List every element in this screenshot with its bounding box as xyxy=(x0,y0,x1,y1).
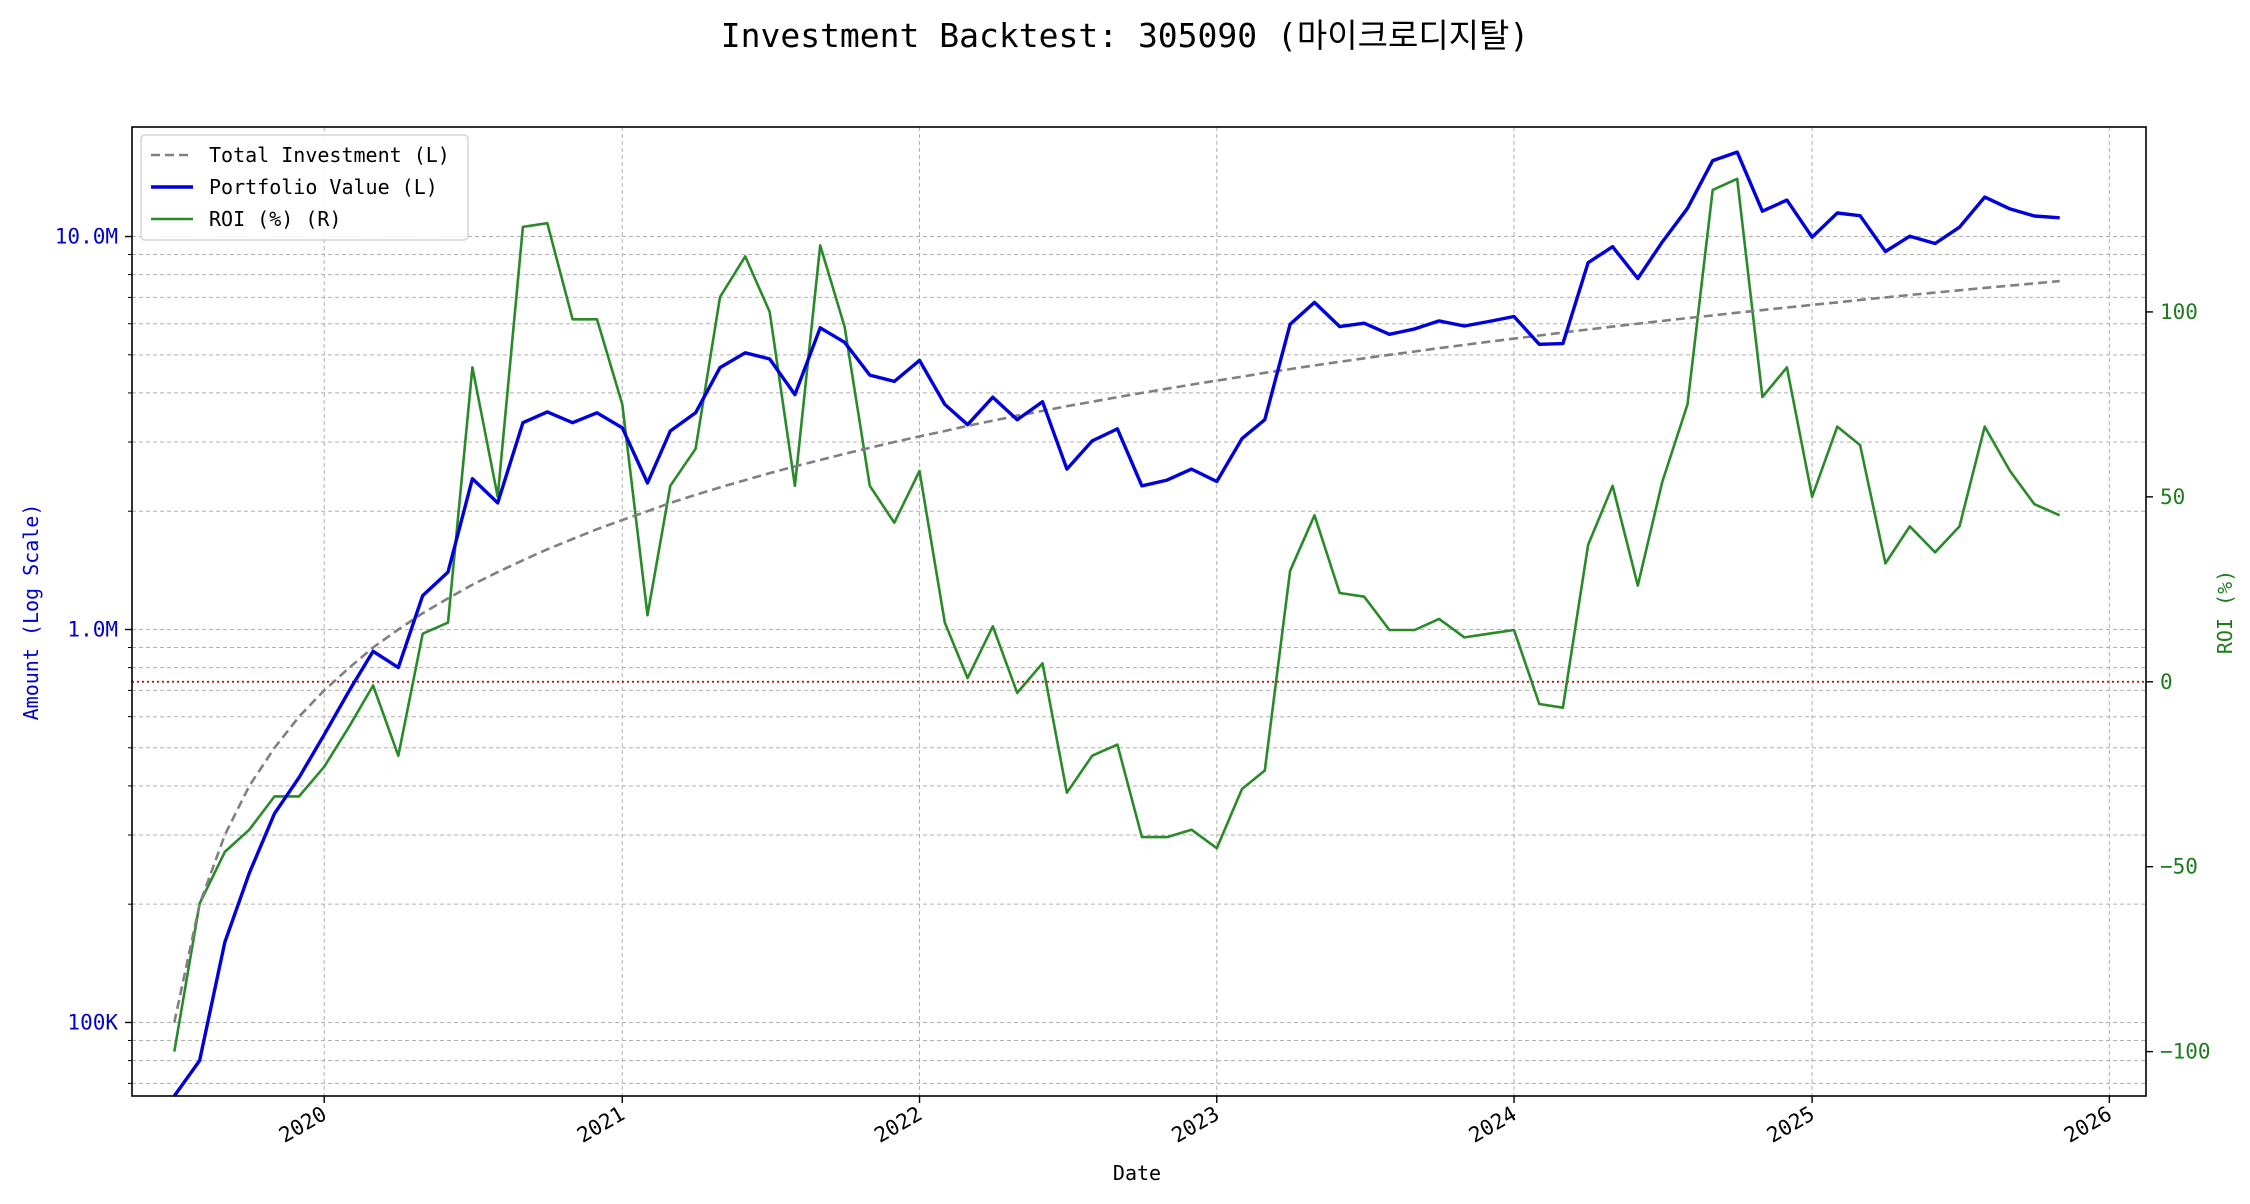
axes: 2020 2021 2022 2023 2024 2025 2026 100K 1.0M 10.0… xyxy=(55,225,2211,1148)
left-y-tick-label: 1.0M xyxy=(67,618,118,642)
roi-line xyxy=(173,177,2061,1052)
right-axis-label: ROI (%) xyxy=(2213,570,2237,654)
total-investment-line xyxy=(173,279,2060,1023)
legend-label-portfolio-value-line: Portfolio Value (L) xyxy=(209,175,438,199)
x-tick-label: 2025 xyxy=(1763,1102,1819,1148)
left-y-tick-label: 100K xyxy=(67,1010,118,1034)
left-y-tick-label: 10.0M xyxy=(55,225,118,249)
x-tick-label: 2024 xyxy=(1465,1102,1521,1148)
legend-label-total-investment-line: Total Investment (L) xyxy=(209,143,450,167)
x-tick-label: 2020 xyxy=(275,1102,331,1148)
legend: Total Investment (L) Portfolio Value (L) R… xyxy=(140,134,469,241)
right-y-tick-label: −50 xyxy=(2160,855,2198,879)
chart-title: Investment Backtest: 305090 (마이크로디지탈) xyxy=(721,16,1530,55)
x-tick-label: 2023 xyxy=(1167,1102,1223,1148)
grid xyxy=(132,127,2146,1096)
x-tick-label: 2021 xyxy=(573,1102,629,1148)
portfolio-value-line xyxy=(172,150,2060,1097)
x-tick-label: 2022 xyxy=(870,1102,926,1148)
right-y-tick-label: −100 xyxy=(2160,1040,2211,1064)
legend-label-roi-line: ROI (%) (R) xyxy=(209,207,341,231)
x-tick-label: 2026 xyxy=(2060,1102,2116,1148)
right-y-tick-label: 0 xyxy=(2160,670,2173,694)
right-y-tick-label: 100 xyxy=(2160,300,2198,324)
x-axis-label: Date xyxy=(1113,1161,1161,1185)
legend-box xyxy=(140,134,469,241)
left-axis-label: Amount (Log Scale) xyxy=(19,504,43,721)
series-lines xyxy=(172,150,2061,1097)
plot-frame xyxy=(131,126,2147,1097)
right-y-tick-label: 50 xyxy=(2160,485,2185,509)
